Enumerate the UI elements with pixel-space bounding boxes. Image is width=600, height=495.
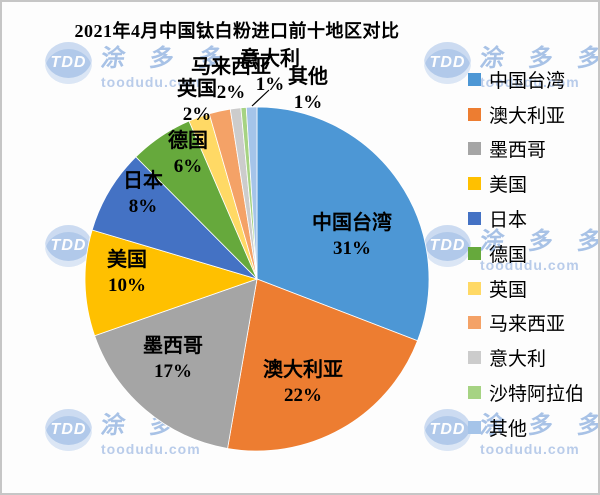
slice-label-英国: 英国 2% (177, 77, 217, 127)
label-leader-line (251, 89, 270, 107)
legend-item-德国: 德国 (468, 236, 584, 271)
slice-label-name: 其他 (288, 66, 328, 88)
pie-slice-澳大利亚 (227, 278, 419, 452)
legend-swatch-icon (468, 212, 481, 226)
slice-label-意大利: 意大利 1% (240, 47, 300, 97)
slice-label-墨西哥: 墨西哥 17% (143, 334, 203, 384)
legend-swatch-icon (468, 316, 481, 330)
legend-item-马来西亚: 马来西亚 (468, 306, 584, 341)
legend-item-其他: 其他 (468, 410, 584, 445)
slice-label-percent: 2% (182, 104, 212, 125)
legend-swatch-icon (468, 142, 481, 156)
legend-label: 美国 (489, 175, 528, 197)
legend: 中国台湾澳大利亚墨西哥美国日本德国英国马来西亚意大利沙特阿拉伯其他 (468, 62, 584, 445)
slice-label-percent: 31% (333, 238, 371, 259)
legend-item-沙特阿拉伯: 沙特阿拉伯 (468, 375, 584, 410)
slice-label-name: 意大利 (240, 48, 300, 70)
slice-label-德国: 德国 6% (168, 129, 208, 179)
legend-label: 意大利 (489, 349, 547, 371)
legend-item-意大利: 意大利 (468, 340, 584, 375)
pie-slice-其他 (245, 106, 258, 280)
legend-label: 德国 (489, 244, 528, 266)
chart-title: 2021年4月中国钛白粉进口前十地区对比 (74, 21, 400, 41)
legend-label: 英国 (489, 279, 528, 301)
legend-item-美国: 美国 (468, 166, 584, 201)
slice-label-percent: 1% (255, 74, 285, 95)
slice-label-percent: 6% (173, 156, 203, 177)
slice-label-其他: 其他 1% (288, 65, 328, 115)
legend-item-英国: 英国 (468, 271, 584, 306)
legend-item-中国台湾: 中国台湾 (468, 62, 584, 97)
legend-item-日本: 日本 (468, 201, 584, 236)
legend-label: 其他 (489, 418, 528, 440)
slice-label-中国台湾: 中国台湾 31% (312, 211, 392, 261)
legend-swatch-icon (468, 351, 481, 365)
legend-label: 墨西哥 (489, 140, 547, 162)
legend-label: 沙特阿拉伯 (489, 384, 585, 406)
legend-label: 中国台湾 (489, 70, 566, 92)
slice-label-name: 墨西哥 (143, 335, 203, 357)
legend-label: 日本 (489, 210, 528, 232)
pie-slice-中国台湾 (256, 106, 430, 342)
legend-label: 澳大利亚 (489, 105, 566, 127)
pie-slice-墨西哥 (94, 278, 258, 449)
legend-swatch-icon (468, 107, 481, 121)
slice-label-percent: 1% (293, 92, 323, 113)
legend-swatch-icon (468, 246, 481, 260)
slice-label-name: 德国 (168, 130, 208, 152)
pie-slice-美国 (84, 229, 259, 337)
legend-swatch-icon (468, 177, 481, 191)
slice-label-日本: 日本 8% (123, 169, 163, 219)
slice-label-name: 日本 (123, 170, 163, 192)
legend-item-墨西哥: 墨西哥 (468, 132, 584, 167)
legend-swatch-icon (468, 386, 481, 400)
legend-swatch-icon (468, 420, 481, 434)
slice-label-percent: 10% (108, 275, 146, 296)
slice-label-percent: 22% (284, 385, 322, 406)
slice-label-马来西亚: 马来西亚 2% (191, 55, 271, 105)
legend-label: 马来西亚 (489, 314, 566, 336)
slice-label-澳大利亚: 澳大利亚 22% (263, 358, 343, 408)
legend-item-澳大利亚: 澳大利亚 (468, 97, 584, 132)
slice-label-name: 英国 (177, 78, 217, 100)
slice-label-percent: 17% (154, 361, 192, 382)
slice-label-name: 美国 (107, 249, 147, 271)
legend-swatch-icon (468, 72, 481, 86)
slice-label-percent: 2% (216, 82, 246, 103)
slice-label-percent: 8% (128, 196, 158, 217)
slice-label-美国: 美国 10% (107, 248, 147, 298)
slice-label-name: 澳大利亚 (263, 359, 343, 381)
slice-label-name: 中国台湾 (312, 212, 392, 234)
legend-swatch-icon (468, 281, 481, 295)
slice-label-name: 马来西亚 (191, 56, 271, 78)
